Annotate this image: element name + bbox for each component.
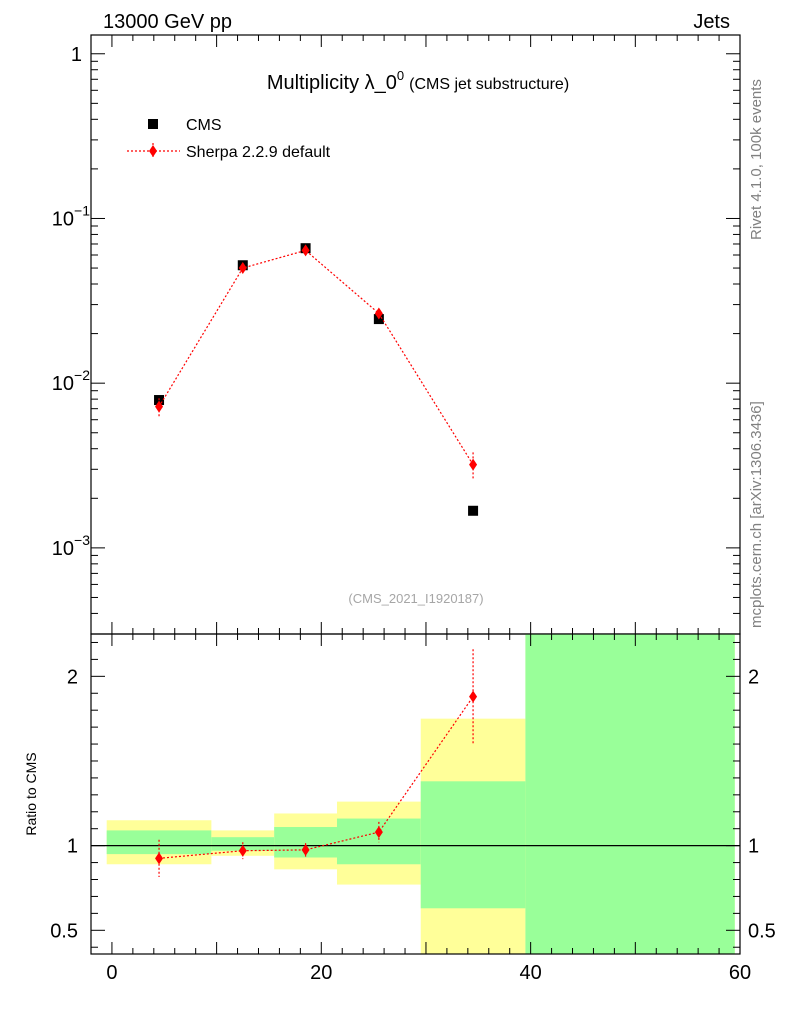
cms-uncertainty-band-inner	[336, 818, 421, 865]
ratio-panel: 0 20 40 60 0.5 0.5 1 1 2 2 Ratio to CMS	[23, 633, 776, 984]
ratio-y-tick-label-right: 2	[748, 666, 759, 688]
sherpa-line	[158, 249, 474, 465]
sherpa-point	[238, 262, 247, 275]
cms-uncertainty-band-inner	[420, 781, 526, 909]
sherpa-ratio-point	[155, 852, 164, 865]
main-y-tick-label: 1	[71, 44, 82, 66]
ratio-y-tick-label: 1	[67, 836, 78, 858]
ratio-x-tick-label: 20	[310, 962, 332, 984]
sherpa-point	[301, 244, 310, 257]
ratio-frame	[90, 633, 741, 955]
legend-data-label: CMS	[186, 117, 222, 134]
legend-data-marker	[148, 119, 158, 129]
legend: CMS Sherpa 2.2.9 default	[127, 117, 331, 161]
ratio-y-tick-label-right: 1	[748, 836, 759, 858]
sherpa-point	[155, 400, 164, 413]
ratio-y-tick-label-right: 0.5	[748, 920, 776, 942]
ratio-x-tick-label: 40	[520, 962, 542, 984]
title-main: Multiplicity λ_0	[267, 72, 397, 94]
sherpa-point	[374, 307, 383, 320]
arxiv-label: mcplots.cern.ch [arXiv:1306.3436]	[748, 401, 765, 628]
cms-uncertainty-band-inner	[106, 830, 212, 855]
plot-title: Multiplicity λ_00 (CMS jet substructure)	[267, 68, 569, 94]
legend-mc-marker	[149, 145, 157, 157]
cms-uncertainty-band-inner	[525, 634, 735, 954]
rivet-version-label: Rivet 4.1.0, 100k events	[748, 79, 765, 240]
sherpa-ratio-point	[238, 844, 247, 857]
ratio-y-tick-label: 0.5	[50, 920, 78, 942]
sherpa-ratio-point	[469, 690, 478, 703]
main-y-tick-label: 10−2	[52, 367, 90, 395]
title-sub: (CMS jet substructure)	[409, 76, 569, 93]
sherpa-ratio-line	[158, 696, 474, 859]
sherpa-point	[469, 458, 478, 471]
legend-mc-label: Sherpa 2.2.9 default	[186, 144, 331, 161]
sherpa-ratio-point	[374, 826, 383, 839]
beam-label: 13000 GeV pp	[103, 11, 232, 33]
cms-data-point	[468, 505, 479, 516]
ratio-x-tick-label: 60	[729, 962, 751, 984]
main-y-tick-label: 10−1	[52, 202, 90, 230]
analysis-id: (CMS_2021_I1920187)	[348, 591, 483, 606]
sherpa-ratio-point	[301, 843, 310, 856]
ratio-x-tick-label: 0	[106, 962, 117, 984]
main-panel: 1 10−1 10−2 10−3 Multiplicity λ_00 (CMS jet …	[52, 34, 741, 635]
title-superscript: 0	[397, 68, 404, 83]
ratio-y-tick-label: 2	[67, 666, 78, 688]
main-y-tick-label: 10−3	[52, 532, 90, 560]
ratio-ylabel: Ratio to CMS	[23, 752, 39, 835]
process-label: Jets	[693, 11, 730, 33]
